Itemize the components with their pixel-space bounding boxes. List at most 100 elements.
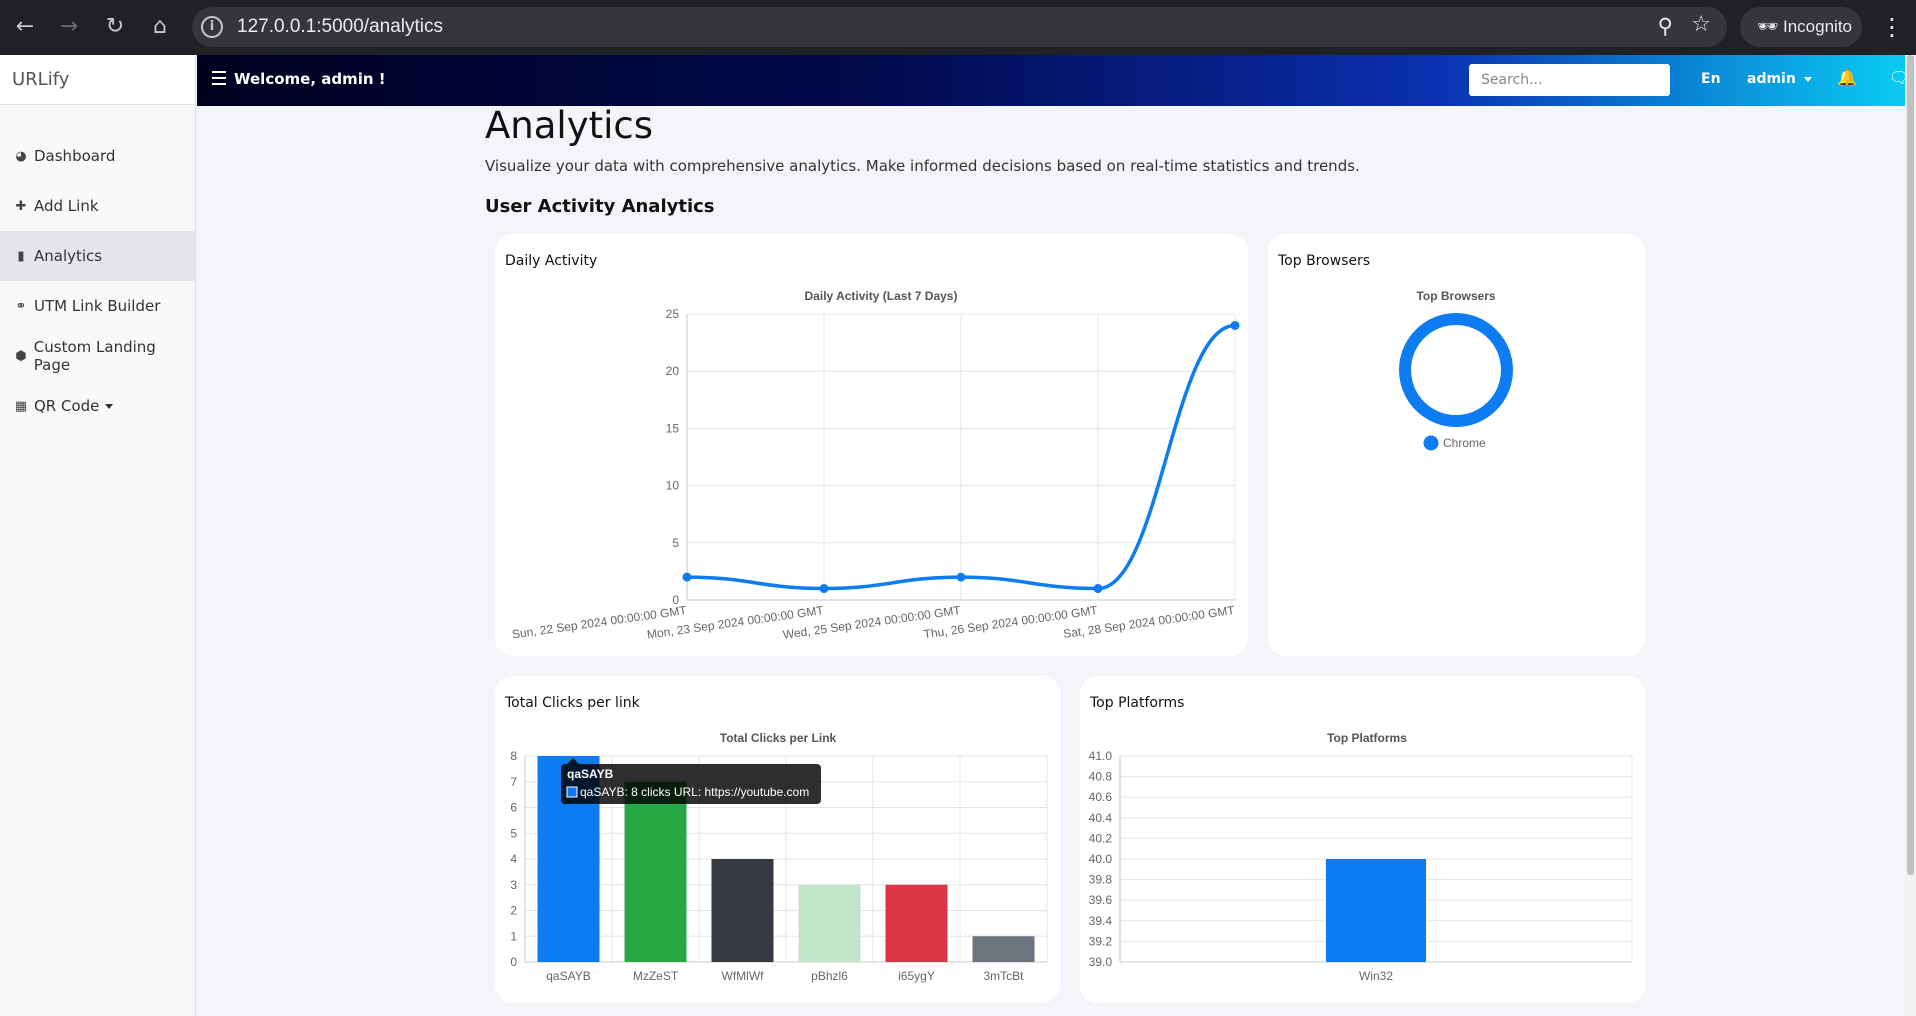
sidebar: URLify ◕ Dashboard ✚ Add Link ▮ Analytic… xyxy=(0,55,196,1016)
legend-swatch xyxy=(1423,435,1439,451)
sidebar-item-label: Custom Landing Page xyxy=(33,338,156,374)
scrollbar-thumb[interactable] xyxy=(1907,55,1914,875)
home-icon[interactable]: ⌂ xyxy=(153,14,167,39)
page-title: Analytics xyxy=(485,104,654,147)
bell-icon[interactable]: 🔔 xyxy=(1837,68,1857,87)
link-icon: ⚭ xyxy=(15,298,27,314)
sidebar-item-add-link[interactable]: ✚ Add Link xyxy=(0,181,195,231)
bar-chart-icon: ▮ xyxy=(17,248,25,264)
data-point xyxy=(819,584,829,594)
sidebar-item-custom-landing-page[interactable]: ⬢ Custom Landing Page xyxy=(0,331,195,381)
x-tick-label: i65ygY xyxy=(898,969,935,983)
bar xyxy=(885,884,948,962)
sidebar-item-label: Add Link xyxy=(34,197,99,215)
sidebar-item-analytics[interactable]: ▮ Analytics xyxy=(0,231,195,281)
reload-icon[interactable]: ↻ xyxy=(105,14,125,39)
menu-toggle-icon[interactable] xyxy=(212,71,226,89)
y-tick-label: 39.6 xyxy=(1089,893,1113,907)
user-menu[interactable]: admin xyxy=(1747,71,1812,87)
y-tick-label: 40.2 xyxy=(1089,831,1113,845)
y-tick-label: 15 xyxy=(666,421,680,435)
top-navbar: Welcome, admin ! En admin 🔔 🗨 xyxy=(197,55,1916,106)
zoom-icon[interactable]: ⚲ xyxy=(1657,14,1673,38)
sidebar-item-qr-code[interactable]: ▦ QR Code xyxy=(0,381,195,431)
incognito-icon: 🕶 xyxy=(1757,17,1779,36)
total-clicks-chart[interactable]: Total Clicks per Link 0 1 2 3 4 5 6 7 8 qaSAYB MzZe… xyxy=(495,676,1060,1003)
incognito-indicator[interactable]: 🕶 Incognito xyxy=(1740,7,1862,47)
y-tick-label: 4 xyxy=(510,852,517,866)
daily-activity-chart[interactable]: Daily Activity (Last 7 Days)0510152025Su… xyxy=(495,234,1248,656)
search-input[interactable] xyxy=(1469,64,1670,96)
y-tick-label: 39.2 xyxy=(1089,934,1113,948)
y-tick-label: 2 xyxy=(510,904,517,918)
chart-title: Daily Activity (Last 7 Days) xyxy=(805,289,958,303)
chat-icon[interactable]: 🗨 xyxy=(1889,68,1910,87)
bar xyxy=(1326,859,1426,962)
y-tick-label: 20 xyxy=(666,364,680,378)
user-name: admin xyxy=(1747,71,1796,87)
y-tick-label: 25 xyxy=(666,307,680,321)
chart-title: Top Browsers xyxy=(1416,289,1495,303)
x-tick-label: Win32 xyxy=(1359,969,1393,983)
top-browsers-chart[interactable]: Top Browsers Chrome xyxy=(1268,234,1645,656)
chart-title: Top Platforms xyxy=(1327,731,1407,745)
sidebar-item-label: UTM Link Builder xyxy=(34,297,161,315)
sidebar-item-dashboard[interactable]: ◕ Dashboard xyxy=(0,131,195,181)
x-tick-label: 3mTcBt xyxy=(983,969,1024,983)
tooltip-title: qaSAYB xyxy=(567,767,614,781)
card-title: Top Browsers xyxy=(1278,253,1371,269)
forward-icon[interactable]: → xyxy=(59,14,79,39)
y-tick-label: 41.0 xyxy=(1089,749,1113,763)
y-tick-label: 40.6 xyxy=(1089,790,1113,804)
tooltip-swatch xyxy=(566,786,578,798)
address-bar[interactable]: i 127.0.0.1:5000/analytics ⚲ ☆ xyxy=(192,7,1727,47)
y-tick-label: 7 xyxy=(510,775,517,789)
y-tick-label: 39.4 xyxy=(1089,914,1113,928)
y-tick-label: 3 xyxy=(510,878,517,892)
sidebar-menu: ◕ Dashboard ✚ Add Link ▮ Analytics ⚭ UTM… xyxy=(0,131,195,431)
data-point xyxy=(1230,320,1240,330)
page-description: Visualize your data with comprehensive a… xyxy=(485,157,1360,175)
y-tick-label: 8 xyxy=(510,749,517,763)
language-selector[interactable]: En xyxy=(1701,71,1721,87)
browser-menu-icon[interactable]: ⋮ xyxy=(1880,13,1904,41)
browser-toolbar: ← → ↻ ⌂ i 127.0.0.1:5000/analytics ⚲ ☆ 🕶… xyxy=(0,0,1916,55)
chart-title: Total Clicks per Link xyxy=(720,731,837,745)
y-tick-label: 10 xyxy=(666,479,680,493)
y-tick-label: 5 xyxy=(672,536,679,550)
bar xyxy=(972,936,1035,962)
bar xyxy=(711,859,774,962)
top-browsers-card: Top Browsers Top Browsers Chrome xyxy=(1268,234,1645,656)
pie-slice xyxy=(1399,313,1513,427)
tooltip-box xyxy=(561,764,821,804)
y-tick-label: 0 xyxy=(510,955,517,969)
x-tick-label: MzZeST xyxy=(633,969,679,983)
data-point xyxy=(682,572,692,582)
series-line xyxy=(686,323,1236,591)
page-scrollbar[interactable] xyxy=(1905,55,1916,1016)
sidebar-item-utm-link-builder[interactable]: ⚭ UTM Link Builder xyxy=(0,281,195,331)
site-info-icon[interactable]: i xyxy=(201,16,223,38)
bar xyxy=(624,781,687,962)
legend-label: Chrome xyxy=(1443,436,1486,450)
puzzle-icon: ✚ xyxy=(15,198,27,214)
top-platforms-chart[interactable]: Top Platforms 39.0 39.2 39.4 39.6 39.8 40.0 40.… xyxy=(1080,676,1645,1003)
tooltip-text: qaSAYB: 8 clicks URL: https://youtube.co… xyxy=(580,785,809,799)
sidebar-item-label: Analytics xyxy=(34,247,103,265)
data-point xyxy=(1093,584,1103,594)
y-tick-label: 5 xyxy=(510,826,517,840)
x-tick-label: qaSAYB xyxy=(546,969,590,983)
url-text[interactable]: 127.0.0.1:5000/analytics xyxy=(237,16,443,37)
x-tick-label: WfMlWf xyxy=(722,969,765,983)
y-tick-label: 1 xyxy=(510,929,517,943)
back-icon[interactable]: ← xyxy=(15,14,35,39)
y-tick-label: 6 xyxy=(510,801,517,815)
y-tick-label: 39.0 xyxy=(1089,955,1113,969)
section-title: User Activity Analytics xyxy=(485,196,715,217)
brand-logo[interactable]: URLify xyxy=(0,55,195,105)
chevron-down-icon xyxy=(105,403,114,409)
chevron-down-icon xyxy=(1803,76,1812,82)
bookmark-star-icon[interactable]: ☆ xyxy=(1691,12,1711,37)
incognito-label: Incognito xyxy=(1783,17,1852,36)
welcome-text: Welcome, admin ! xyxy=(234,70,386,88)
